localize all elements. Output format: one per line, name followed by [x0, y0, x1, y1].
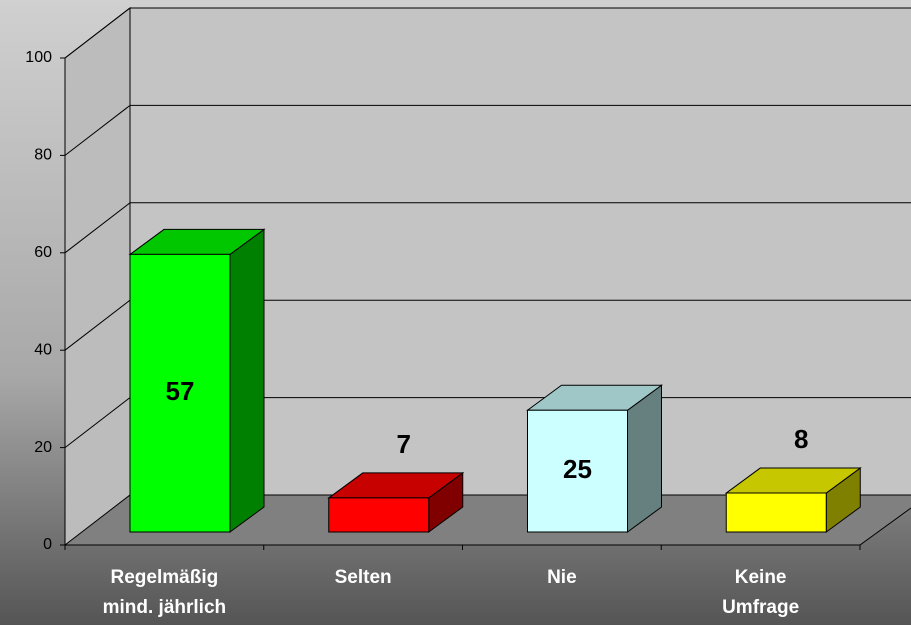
- floor-edge-right: [859, 507, 911, 546]
- y-tick-label: 20: [34, 439, 52, 456]
- x-tick-label: Nie: [547, 567, 577, 588]
- bar-front: [725, 492, 827, 533]
- x-tick-label: Regelmäßig mind. jährlich: [103, 567, 227, 618]
- grid-line: [64, 299, 131, 351]
- y-tick-label: 40: [34, 341, 52, 358]
- y-tick-label: 0: [43, 536, 52, 553]
- bar-side: [627, 384, 662, 533]
- grid-line: [64, 397, 131, 448]
- value-label: 7: [397, 429, 411, 459]
- x-tick-label: Keine Umfrage: [722, 567, 799, 618]
- x-tick-label: Selten: [335, 567, 392, 588]
- grid-line: [64, 7, 131, 59]
- bar: [724, 467, 862, 533]
- back-wall: [130, 8, 911, 495]
- bar-front: [129, 253, 231, 533]
- bar: [525, 384, 664, 533]
- value-label: 25: [563, 454, 592, 484]
- value-label: 57: [166, 376, 195, 406]
- y-tick-label: 100: [25, 49, 52, 66]
- bar-front: [328, 497, 430, 533]
- side-wall: [65, 8, 130, 545]
- bar: [327, 471, 465, 533]
- bar-side: [229, 228, 265, 533]
- grid-line: [64, 105, 131, 156]
- bar: [128, 228, 266, 533]
- value-label: 8: [794, 424, 808, 454]
- y-tick-label: 60: [34, 244, 52, 261]
- bar-front: [527, 409, 628, 533]
- y-tick-label: 80: [34, 147, 52, 164]
- grid-line: [64, 202, 131, 254]
- floor: [65, 495, 911, 545]
